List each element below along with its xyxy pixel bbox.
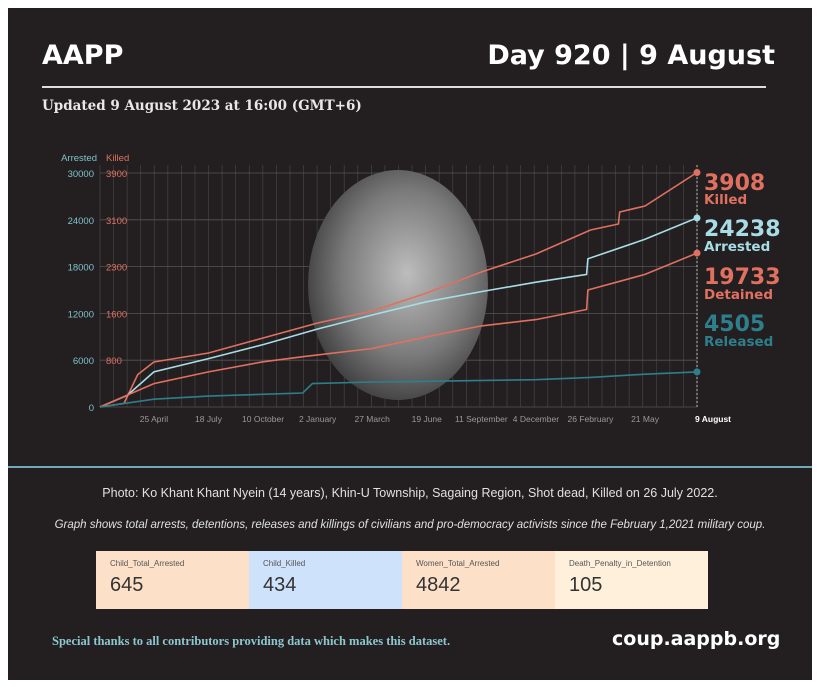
section-divider bbox=[8, 466, 812, 468]
series-line-killed bbox=[99, 171, 698, 408]
x-tick-label: 19 June bbox=[412, 414, 443, 424]
header-divider bbox=[42, 86, 766, 88]
end-value-released: 4505 bbox=[704, 312, 765, 337]
right-tick-label: 2300 bbox=[106, 263, 127, 274]
left-tick-label: 24000 bbox=[68, 216, 94, 227]
updated-timestamp: Updated 9 August 2023 at 16:00 (GMT+6) bbox=[42, 98, 362, 114]
card-death-penalty: Death_Penalty_in_Detention 105 bbox=[555, 551, 708, 609]
card-child-total-arrested: Child_Total_Arrested 645 bbox=[96, 551, 249, 609]
card-label: Child_Killed bbox=[263, 559, 306, 568]
x-tick-label: 25 April bbox=[140, 414, 168, 424]
end-value-arrested: 24238 bbox=[704, 217, 781, 242]
end-label-killed: Killed bbox=[704, 192, 747, 208]
series-line-arrested bbox=[99, 217, 698, 408]
thanks-text: Special thanks to all contributors provi… bbox=[52, 634, 451, 648]
end-value-detained: 19733 bbox=[704, 265, 781, 290]
x-tick-label: 4 December bbox=[513, 414, 559, 424]
right-tick-label: 800 bbox=[106, 356, 122, 367]
left-tick-label: 0 bbox=[89, 403, 94, 414]
series-endpoint-arrested bbox=[693, 214, 701, 222]
left-tick-label: 12000 bbox=[68, 309, 94, 320]
end-label-released: Released bbox=[704, 334, 773, 350]
graph-note: Graph shows total arrests, detentions, r… bbox=[54, 519, 766, 531]
series-endpoint-released bbox=[693, 368, 701, 376]
brand-title: AAPP bbox=[42, 40, 124, 71]
card-label: Women_Total_Arrested bbox=[416, 559, 500, 568]
website-link[interactable]: coup.aappb.org bbox=[612, 628, 781, 650]
series-endpoint-detained bbox=[693, 249, 701, 257]
card-women-total-arrested: Women_Total_Arrested 4842 bbox=[402, 551, 555, 609]
card-value: 105 bbox=[569, 574, 603, 596]
left-tick-label: 30000 bbox=[68, 169, 94, 180]
card-label: Child_Total_Arrested bbox=[110, 559, 185, 568]
end-label-arrested: Arrested bbox=[704, 239, 770, 255]
series-line-detained bbox=[99, 252, 698, 408]
x-tick-label: 27 March bbox=[354, 414, 390, 424]
victim-photo bbox=[308, 170, 488, 400]
x-tick-label: 26 February bbox=[568, 414, 615, 424]
left-tick-label: 18000 bbox=[68, 263, 94, 274]
card-child-killed: Child_Killed 434 bbox=[249, 551, 402, 609]
x-tick-label: 21 May bbox=[631, 414, 660, 424]
x-tick-label: 2 January bbox=[299, 414, 337, 424]
chart: 0 6000 12000 18000 24000 30000 800 1600 2300 3100… bbox=[61, 153, 781, 424]
series-endpoint-killed bbox=[693, 169, 701, 177]
end-value-killed: 3908 bbox=[704, 171, 765, 196]
right-axis-label: Killed bbox=[106, 153, 129, 164]
left-axis-label: Arrested bbox=[61, 153, 97, 164]
card-value: 645 bbox=[110, 574, 144, 596]
end-label-detained: Detained bbox=[704, 287, 773, 303]
day-counter: Day 920 | 9 August bbox=[487, 40, 775, 71]
card-label: Death_Penalty_in_Detention bbox=[569, 559, 671, 568]
x-tick-label: 18 July bbox=[195, 414, 223, 424]
card-value: 434 bbox=[263, 574, 297, 596]
x-tick-label: 9 August bbox=[695, 414, 731, 424]
right-tick-label: 1600 bbox=[106, 309, 127, 320]
left-tick-label: 6000 bbox=[73, 356, 94, 367]
series-line-released bbox=[99, 371, 698, 408]
x-tick-label: 11 September bbox=[455, 414, 508, 424]
x-tick-label: 10 October bbox=[242, 414, 284, 424]
right-tick-label: 3900 bbox=[106, 169, 127, 180]
right-tick-label: 3100 bbox=[106, 216, 127, 227]
card-value: 4842 bbox=[416, 574, 461, 596]
photo-caption: Photo: Ko Khant Khant Nyein (14 years), … bbox=[102, 486, 718, 500]
stat-cards: Child_Total_Arrested 645 Child_Killed 434 … bbox=[96, 551, 708, 609]
